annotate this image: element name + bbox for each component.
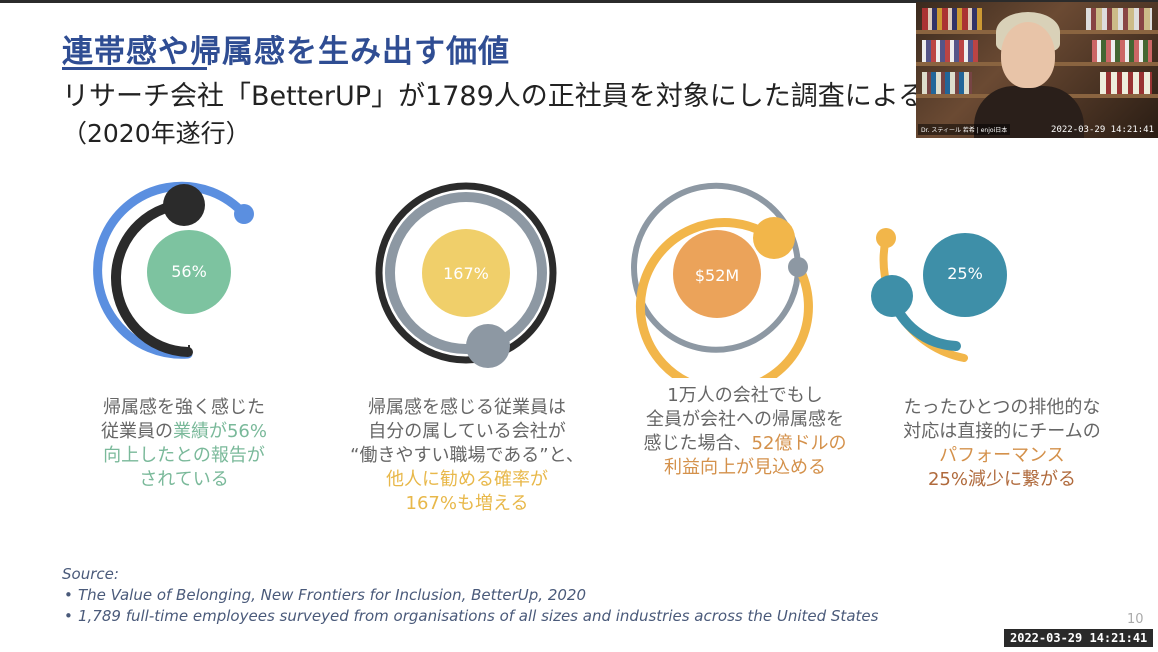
bookshelf-books <box>1100 72 1152 94</box>
stat-value: 56% <box>171 262 207 281</box>
desc-text: 自分の属している会社が <box>368 421 566 442</box>
presenter-video[interactable]: Dr. スティール 若希 | enjoi日本 2022-03-29 14:21:… <box>916 2 1158 138</box>
ring-graphic <box>375 182 557 368</box>
stat-profit-increase: $52M <box>620 178 820 378</box>
source-section: Source: The Value of Belonging, New Fron… <box>62 564 878 627</box>
bookshelf-books <box>922 8 982 30</box>
slide-subtitle-date: （2020年遂行） <box>62 119 251 148</box>
desc-text: “働きやすい職場である”と、 <box>350 445 584 466</box>
video-timestamp: 2022-03-29 14:21:41 <box>1051 125 1154 135</box>
desc-text: 帰属感を強く感じた <box>103 397 265 418</box>
bookshelf-books <box>922 72 972 94</box>
ring-graphic <box>631 182 813 378</box>
stat-performance-loss: 25% <box>860 220 1020 380</box>
desc-text: 従業員の <box>100 421 173 442</box>
desc-highlight: されている <box>139 469 229 490</box>
stat-description: 帰属感を強く感じた 従業員の業績が56% 向上したとの報告が されている <box>64 396 304 492</box>
desc-text: 全員が会社への帰属感を <box>646 409 844 430</box>
desc-highlight: 167%も増える <box>405 493 529 514</box>
title-underline <box>62 67 207 70</box>
desc-text: 感じた場合、 <box>643 433 752 454</box>
recording-timestamp: 2022-03-29 14:21:41 <box>1004 629 1154 647</box>
stat-description: 帰属感を感じる従業員は 自分の属している会社が “働きやすい職場である”と、 他… <box>342 396 592 516</box>
source-list: The Value of Belonging, New Frontiers fo… <box>62 585 878 627</box>
source-heading: Source: <box>62 565 119 583</box>
stat-value: 167% <box>443 264 489 283</box>
desc-text: 1万人の会社でもし <box>667 385 823 406</box>
presenter-name-label: Dr. スティール 若希 | enjoi日本 <box>918 124 1011 135</box>
source-item: 1,789 full-time employees surveyed from … <box>64 606 878 627</box>
stat-description: 1万人の会社でもし 全員が会社への帰属感を 感じた場合、52億ドルの 利益向上が… <box>620 384 870 480</box>
stat-value: $52M <box>694 266 740 285</box>
bookshelf-books <box>1092 40 1152 62</box>
stat-value: 25% <box>947 264 983 283</box>
desc-text: 対応は直接的にチームの <box>903 421 1101 442</box>
slide-subtitle: リサーチ会社「BetterUP」が1789人の正社員を対象にした調査による <box>62 81 925 112</box>
desc-highlight: 向上したとの報告が <box>103 445 265 466</box>
ring-graphic <box>93 181 254 359</box>
source-item: The Value of Belonging, New Frontiers fo… <box>64 585 878 606</box>
page-number: 10 <box>1127 612 1144 627</box>
ring-graphic <box>871 228 1007 362</box>
stat-description: たったひとつの排他的な 対応は直接的にチームの パフォーマンス 25%減少に繋が… <box>880 396 1124 492</box>
bookshelf-books <box>1086 8 1152 30</box>
desc-highlight: 25%減少に繋がる <box>927 469 1076 490</box>
desc-highlight: 他人に勧める確率が <box>386 469 548 490</box>
slide-title: 連帯感や帰属感を生み出す価値 <box>62 34 510 70</box>
stat-belonging-performance: 56% <box>92 178 292 378</box>
bookshelf-books <box>922 40 978 62</box>
stat-recommend-rate: 167% <box>368 178 568 378</box>
desc-highlight: 利益向上が見込める <box>664 457 826 478</box>
desc-text: 帰属感を感じる従業員は <box>368 397 566 418</box>
desc-highlight: 業績が56% <box>172 421 267 442</box>
top-border <box>0 0 1158 3</box>
presenter-face <box>1001 22 1055 88</box>
desc-highlight: パフォーマンス <box>939 445 1065 466</box>
desc-highlight: 52億ドルの <box>751 433 847 454</box>
desc-text: たったひとつの排他的な <box>903 397 1101 418</box>
